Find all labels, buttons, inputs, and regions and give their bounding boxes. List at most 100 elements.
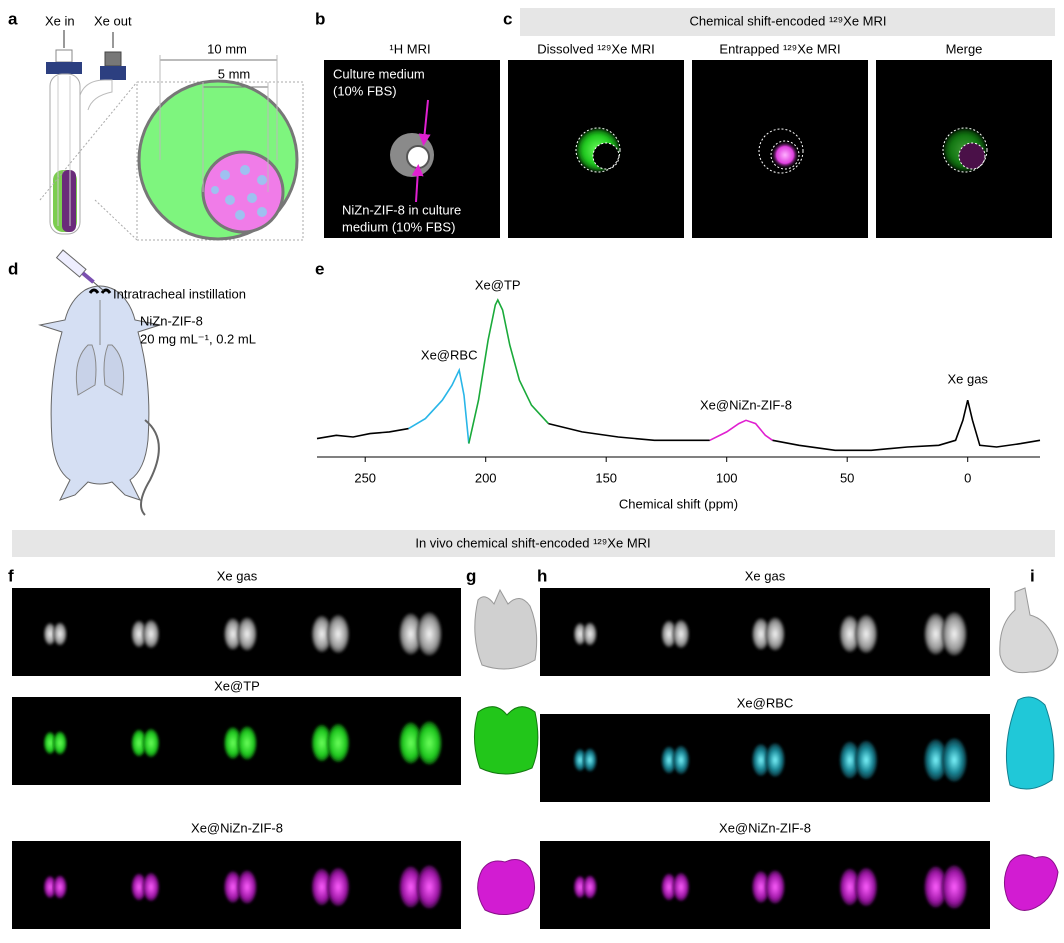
spectrum-line	[316, 427, 409, 440]
lung	[839, 868, 860, 906]
lung	[924, 739, 948, 781]
lung	[839, 741, 860, 779]
x-tick-label: 100	[716, 470, 738, 485]
lung	[131, 873, 147, 901]
row-title: Xe gas	[217, 568, 258, 583]
lung	[752, 618, 770, 650]
lung	[941, 612, 967, 656]
lung	[672, 872, 690, 902]
lung	[855, 867, 878, 907]
panel-label: i	[1030, 566, 1035, 585]
lung	[224, 871, 242, 903]
panel-label: f	[8, 566, 14, 585]
peak-label: Xe@NiZn-ZIF-8	[700, 398, 792, 413]
phantom	[406, 145, 430, 169]
arrow	[411, 164, 424, 203]
annotation: Culture medium	[333, 66, 425, 81]
lung	[44, 732, 57, 754]
lung	[311, 868, 332, 906]
lung	[53, 622, 67, 646]
lung	[583, 622, 597, 646]
lung	[583, 748, 597, 772]
lung	[142, 872, 160, 902]
lung	[855, 614, 878, 654]
annotation: NiZn-ZIF-8 in culture	[342, 202, 461, 217]
x-tick-label: 0	[964, 470, 971, 485]
panel-label: e	[315, 259, 324, 278]
lung	[574, 623, 587, 645]
lung	[416, 612, 442, 656]
lung	[416, 721, 442, 765]
peak-label: Xe gas	[947, 372, 988, 387]
panel-label: b	[315, 9, 325, 28]
x-tick-label: 150	[595, 470, 617, 485]
mri-image	[692, 60, 868, 238]
spectrum-line	[408, 367, 470, 444]
lung	[224, 727, 242, 759]
lung	[752, 744, 770, 776]
lung	[53, 731, 67, 755]
lung	[672, 619, 690, 649]
x-tick-label: 250	[354, 470, 376, 485]
image-title: Dissolved ¹²⁹Xe MRI	[537, 41, 655, 56]
peak-label: Xe@RBC	[421, 348, 478, 363]
annotation: medium (10% FBS)	[342, 219, 455, 234]
label: Xe in	[45, 13, 75, 28]
lung	[574, 876, 587, 898]
lung	[237, 726, 257, 760]
lung	[311, 615, 332, 653]
lung	[399, 866, 423, 908]
spectrum-line	[709, 419, 773, 442]
lung	[131, 729, 147, 757]
row-title: Xe@RBC	[737, 695, 794, 710]
lung	[924, 866, 948, 908]
annotation: (10% FBS)	[333, 83, 397, 98]
cross-section	[39, 55, 304, 241]
lung	[224, 618, 242, 650]
lung	[765, 617, 785, 651]
header: Chemical shift-encoded ¹²⁹Xe MRI	[689, 13, 886, 28]
dimension-label: 10 mm	[207, 41, 247, 56]
panel-label: h	[537, 566, 547, 585]
spectrum-chart: 250 200 150 100 50 0 Chemical shift (ppm) Xe@RB…	[316, 277, 1041, 511]
render-3d	[474, 587, 1059, 915]
lung	[399, 722, 423, 764]
row-title: Xe@TP	[214, 678, 260, 693]
lung	[327, 614, 350, 654]
lung	[327, 723, 350, 763]
tube	[46, 30, 126, 235]
lung	[399, 613, 423, 655]
annotation: Intratracheal instillation	[113, 286, 246, 301]
lung	[311, 724, 332, 762]
header-band	[12, 530, 1055, 557]
peak-label: Xe@TP	[475, 277, 521, 292]
lung	[855, 740, 878, 780]
lung	[765, 870, 785, 904]
lung	[237, 870, 257, 904]
lung	[131, 620, 147, 648]
row-title: Xe@NiZn-ZIF-8	[191, 820, 283, 835]
lung	[941, 738, 967, 782]
lung-images	[12, 588, 990, 929]
lung	[53, 875, 67, 899]
lung	[661, 620, 677, 648]
panel-label: c	[503, 9, 512, 28]
spectrum-line	[772, 400, 1041, 452]
arrow	[418, 99, 431, 146]
header-band	[520, 8, 1055, 36]
spectrum-line	[548, 422, 710, 442]
lung	[44, 623, 57, 645]
lung	[416, 865, 442, 909]
lung	[765, 743, 785, 777]
spectrum-line	[468, 298, 549, 444]
lung	[941, 865, 967, 909]
x-tick-label: 200	[475, 470, 497, 485]
lung	[752, 871, 770, 903]
lung	[583, 875, 597, 899]
mri-image	[876, 60, 1052, 238]
lung	[574, 749, 587, 771]
lung	[142, 619, 160, 649]
lung	[661, 746, 677, 774]
panel-label: d	[8, 259, 18, 278]
x-tick-label: 50	[840, 470, 854, 485]
